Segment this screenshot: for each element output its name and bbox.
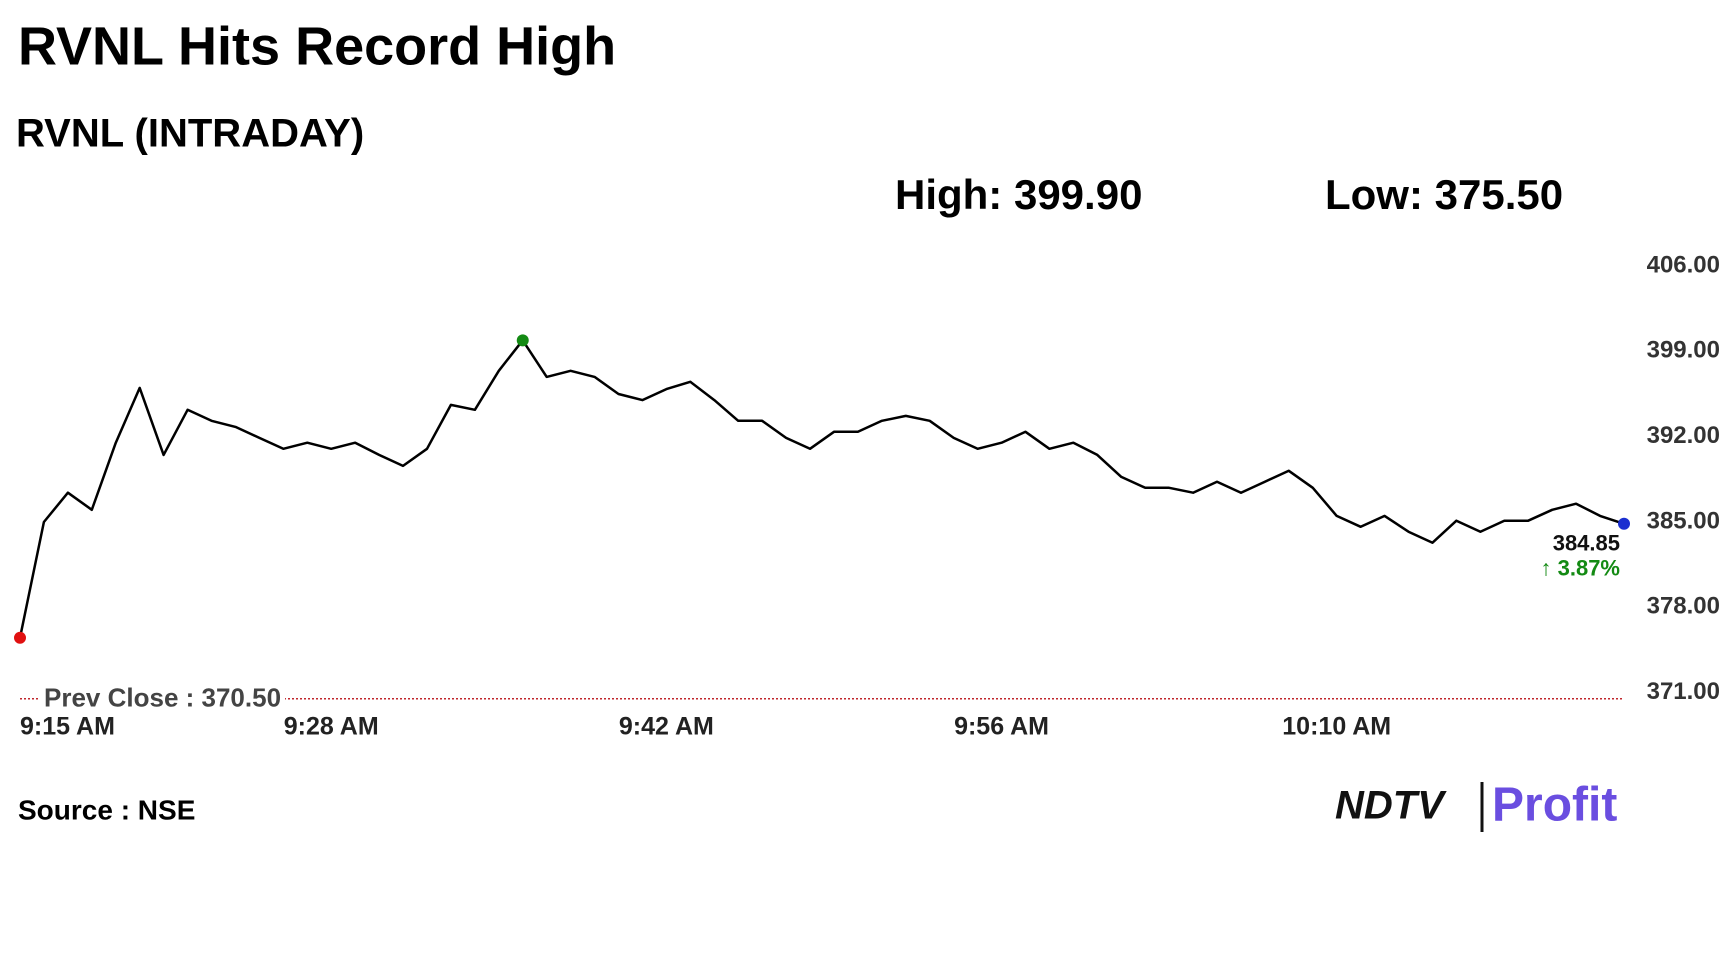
low-marker (14, 631, 26, 644)
last-marker (1618, 517, 1630, 530)
y-tick-label: 406.00 (1647, 251, 1720, 278)
logo-brand: NDTV (1335, 784, 1447, 828)
x-tick-label: 9:28 AM (284, 713, 379, 741)
x-tick-label: 9:42 AM (619, 713, 714, 741)
y-tick-label: 385.00 (1647, 507, 1720, 534)
prev-close-label: Prev Close : 370.50 (44, 683, 281, 713)
y-tick-label: 378.00 (1647, 593, 1720, 620)
change-pct: ↑ 3.87% (1541, 556, 1621, 581)
high-marker (516, 334, 529, 347)
y-tick-label: 371.00 (1647, 678, 1720, 705)
logo-product: Profit (1492, 779, 1617, 832)
low-label: Low: 375.50 (1325, 171, 1563, 218)
high-label: High: 399.90 (895, 171, 1142, 218)
last-price: 384.85 (1553, 531, 1620, 556)
y-tick-label: 399.00 (1647, 337, 1720, 364)
x-tick-label: 9:15 AM (20, 713, 115, 741)
x-tick-label: 9:56 AM (954, 713, 1049, 741)
source: Source : NSE (18, 794, 195, 825)
y-tick-label: 392.00 (1647, 422, 1720, 449)
x-tick-label: 10:10 AM (1282, 713, 1391, 741)
prev-close-label-bg (40, 682, 286, 713)
price-line (18, 339, 1625, 639)
chart-title: RVNL Hits Record High (18, 16, 616, 76)
chart-subtitle: RVNL (INTRADAY) (16, 112, 364, 156)
